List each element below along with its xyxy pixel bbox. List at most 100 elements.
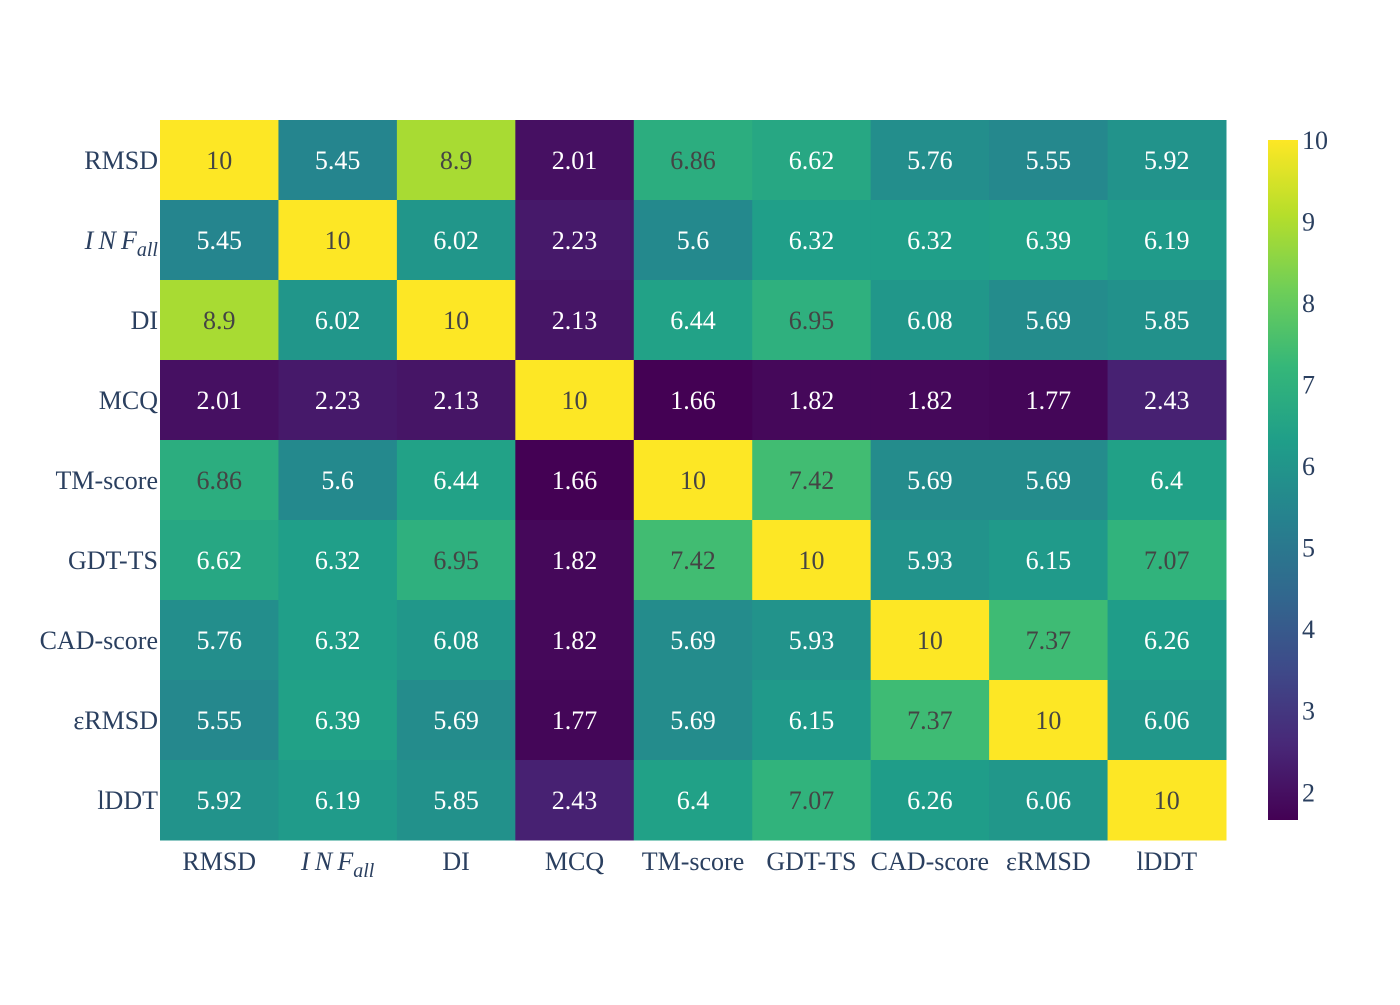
cell-value-label: 5.45 bbox=[196, 226, 242, 255]
cell-value-label: 5.6 bbox=[321, 466, 354, 495]
heatmap-cell-r5-c5 bbox=[752, 520, 872, 601]
cell-value-label: 6.62 bbox=[196, 546, 242, 575]
heatmap-cell-r2-c1 bbox=[278, 280, 398, 361]
heatmap-cell-r5-c3 bbox=[515, 520, 635, 601]
x-tick-label-cad-score: CAD-score bbox=[871, 847, 989, 876]
cell-value-label: 5.69 bbox=[670, 626, 716, 655]
cell-value-label: 5.55 bbox=[1026, 146, 1072, 175]
heatmap-cell-r4-c5 bbox=[752, 440, 872, 521]
y-tick-label-di: DI bbox=[131, 306, 158, 335]
cell-value-label: 1.82 bbox=[552, 546, 598, 575]
y-tick-label-gdt-ts: GDT-TS bbox=[68, 546, 158, 575]
cell-value-label: 5.45 bbox=[315, 146, 361, 175]
heatmap-cell-r4-c0 bbox=[160, 440, 279, 521]
heatmap-cell-r3-c3 bbox=[515, 360, 635, 441]
cell-value-label: 10 bbox=[325, 226, 351, 255]
heatmap-cell-r7-c4 bbox=[633, 680, 753, 761]
cell-value-label: 1.82 bbox=[907, 386, 953, 415]
colorbar-tick-label-5: 5 bbox=[1302, 534, 1315, 563]
cell-value-label: 6.15 bbox=[1026, 546, 1072, 575]
cell-value-label: 2.13 bbox=[552, 306, 598, 335]
cell-value-label: 6.19 bbox=[315, 786, 361, 815]
x-tick-label-rmsd: RMSD bbox=[182, 847, 256, 876]
cell-value-label: 7.07 bbox=[1144, 546, 1190, 575]
cell-value-label: 7.37 bbox=[907, 706, 953, 735]
colorbar-tick-label-3: 3 bbox=[1302, 697, 1315, 726]
heatmap-cell-r7-c5 bbox=[752, 680, 872, 761]
cell-value-label: 6.32 bbox=[315, 546, 361, 575]
y-tick-label-rmsd: εRMSD bbox=[73, 706, 158, 735]
heatmap-cell-r2-c5 bbox=[752, 280, 872, 361]
cell-value-label: 10 bbox=[1035, 706, 1061, 735]
colorbar-tick-label-2: 2 bbox=[1302, 778, 1315, 807]
cell-value-label: 7.42 bbox=[670, 546, 716, 575]
y-tick-label-mcq: MCQ bbox=[99, 386, 158, 415]
y-tick-label-inf-all: I N Fall bbox=[84, 226, 159, 261]
heatmap-cell-r5-c1 bbox=[278, 520, 398, 601]
heatmap-cell-r0-c8 bbox=[1107, 120, 1227, 201]
cell-value-label: 1.82 bbox=[789, 386, 835, 415]
cell-value-label: 10 bbox=[443, 306, 469, 335]
heatmap-cell-r8-c5 bbox=[752, 760, 872, 841]
cell-value-label: 6.32 bbox=[789, 226, 835, 255]
heatmap-cell-r6-c1 bbox=[278, 600, 398, 681]
cell-value-label: 6.39 bbox=[315, 706, 361, 735]
x-tick-label-lddt: lDDT bbox=[1136, 847, 1197, 876]
heatmap-cell-r3-c7 bbox=[989, 360, 1109, 441]
heatmap-cell-r5-c0 bbox=[160, 520, 279, 601]
cell-value-label: 6.06 bbox=[1026, 786, 1072, 815]
heatmap-cell-r1-c3 bbox=[515, 200, 635, 281]
x-tick-label-inf-all: I N Fall bbox=[300, 847, 375, 882]
cell-value-label: 2.23 bbox=[552, 226, 598, 255]
cell-value-label: 10 bbox=[1154, 786, 1180, 815]
x-tick-label-gdt-ts: GDT-TS bbox=[766, 847, 856, 876]
cell-value-label: 8.9 bbox=[440, 146, 473, 175]
cell-value-label: 2.43 bbox=[552, 786, 598, 815]
heatmap-cell-r1-c4 bbox=[633, 200, 753, 281]
colorbar-gradient bbox=[1268, 140, 1298, 820]
x-tick-label-di: DI bbox=[442, 847, 469, 876]
cell-value-label: 5.69 bbox=[1026, 466, 1072, 495]
heatmap-cell-r8-c4 bbox=[633, 760, 753, 841]
cell-value-label: 6.44 bbox=[433, 466, 479, 495]
cell-value-label: 6.32 bbox=[315, 626, 361, 655]
colorbar-tick-label-6: 6 bbox=[1302, 452, 1315, 481]
heatmap-cell-r1-c6 bbox=[870, 200, 990, 281]
colorbar-tick-label-9: 9 bbox=[1302, 208, 1315, 237]
heatmap-cell-r6-c7 bbox=[989, 600, 1109, 681]
heatmap-cell-r0-c5 bbox=[752, 120, 872, 201]
heatmap-cell-r4-c3 bbox=[515, 440, 635, 521]
heatmap-cell-r7-c3 bbox=[515, 680, 635, 761]
cell-value-label: 6.4 bbox=[677, 786, 710, 815]
cell-value-label: 6.95 bbox=[789, 306, 835, 335]
heatmap-cell-r2-c6 bbox=[870, 280, 990, 361]
y-axis: RMSD I N Fall DI MCQ TM-score GDT-TS CAD-score… bbox=[40, 146, 159, 815]
y-tick-label-tm-score: TM-score bbox=[55, 466, 158, 495]
heatmap-cell-r1-c7 bbox=[989, 200, 1109, 281]
heatmap-cell-r1-c8 bbox=[1107, 200, 1227, 281]
heatmap-cell-r0-c4 bbox=[633, 120, 753, 201]
heatmap-cell-r2-c8 bbox=[1107, 280, 1227, 361]
cell-value-label: 1.77 bbox=[1026, 386, 1072, 415]
heatmap-cell-r2-c7 bbox=[989, 280, 1109, 361]
cell-value-label: 10 bbox=[562, 386, 588, 415]
cell-value-label: 6.15 bbox=[789, 706, 835, 735]
heatmap-cell-r7-c1 bbox=[278, 680, 398, 761]
colorbar: 2 3 4 5 6 7 8 9 10 bbox=[1268, 126, 1328, 820]
cell-value-label: 6.19 bbox=[1144, 226, 1190, 255]
heatmap-cell-r7-c8 bbox=[1107, 680, 1227, 761]
cell-value-label: 5.85 bbox=[433, 786, 479, 815]
heatmap-cell-r7-c0 bbox=[160, 680, 279, 761]
heatmap-cell-r0-c0 bbox=[160, 120, 279, 201]
cell-value-label: 5.92 bbox=[1144, 146, 1190, 175]
heatmap-cell-r1-c2 bbox=[396, 200, 516, 281]
heatmap-cell-r6-c0 bbox=[160, 600, 279, 681]
cell-value-label: 8.9 bbox=[203, 306, 236, 335]
heatmap-cell-r4-c1 bbox=[278, 440, 398, 521]
heatmap-cell-r5-c7 bbox=[989, 520, 1109, 601]
heatmap-cell-r0-c2 bbox=[396, 120, 516, 201]
cell-value-label: 5.69 bbox=[1026, 306, 1072, 335]
heatmap-cell-r8-c2 bbox=[396, 760, 516, 841]
x-tick-label-tm-score: TM-score bbox=[642, 847, 745, 876]
cell-value-label: 5.93 bbox=[907, 546, 953, 575]
